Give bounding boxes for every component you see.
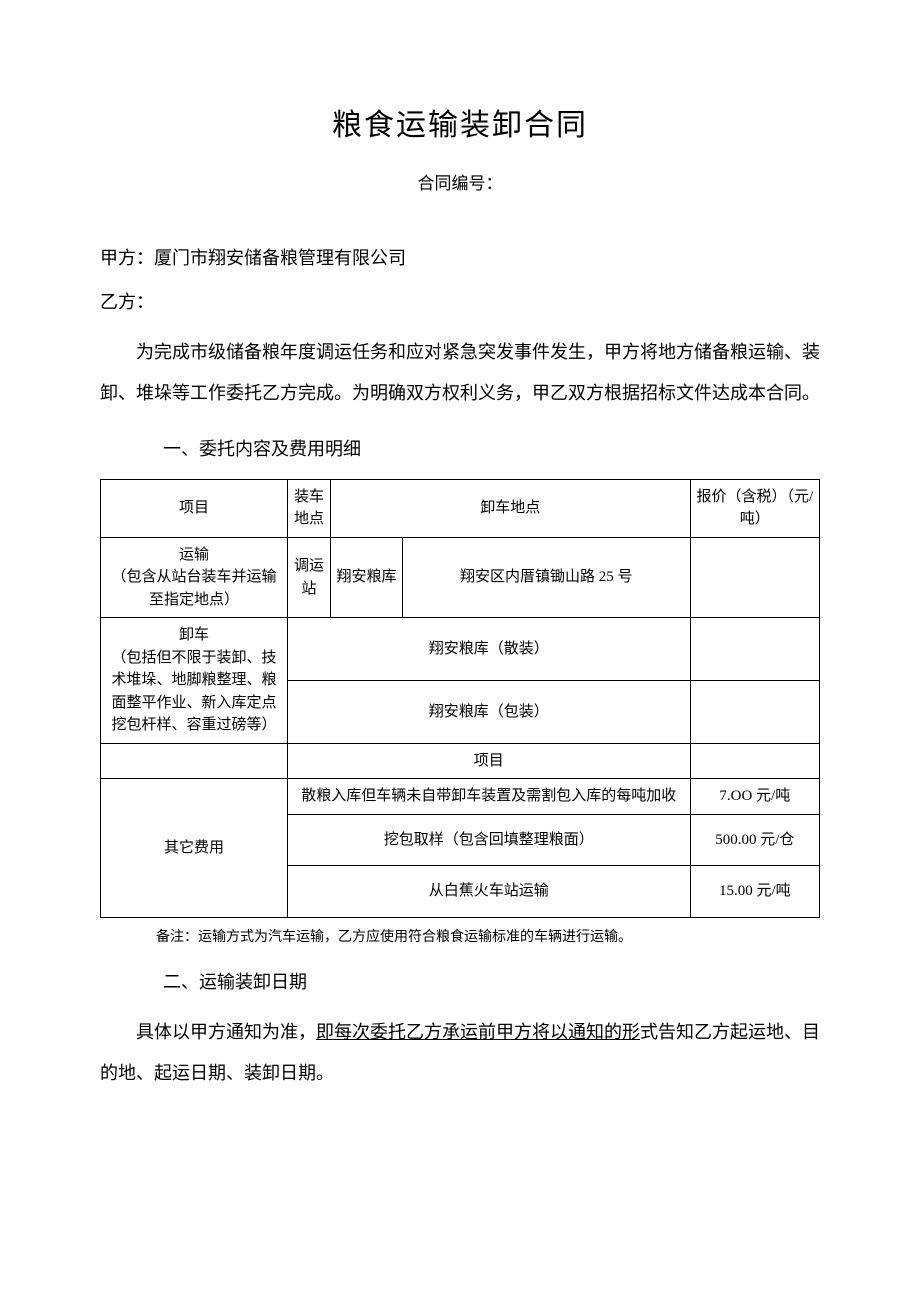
cell-transport-price [690, 537, 819, 618]
party-a: 甲方：厦门市翔安储备粮管理有限公司 [100, 244, 820, 270]
header-project: 项目 [101, 479, 288, 537]
table-row: 卸车 （包括但不限于装卸、技术堆垛、地脚粮整理、粮面整平作业、新入库定点挖包杆样… [101, 618, 820, 681]
cell-transport-loading: 调运站 [287, 537, 330, 618]
header-loading: 装车地点 [287, 479, 330, 537]
intro-paragraph: 为完成市级储备粮年度调运任务和应对紧急突发事件发生，甲方将地方储备粮运输、装卸、… [100, 332, 820, 415]
cell-unload-price-a [690, 618, 819, 681]
cell-other-item-a: 散粮入库但车辆未自带卸车装置及需割包入库的每吨加收 [287, 779, 690, 815]
header-unloading: 卸车地点 [331, 479, 691, 537]
table-row: 项目 [101, 743, 820, 779]
table-row: 其它费用 散粮入库但车辆未自带卸车装置及需割包入库的每吨加收 7.OO 元/吨 [101, 779, 820, 815]
section-2-text-a: 具体以甲方通知为准， [136, 1022, 316, 1042]
cell-sub-project-header: 项目 [287, 743, 690, 779]
cell-empty [690, 743, 819, 779]
cell-other-item-b: 挖包取样（包含回填整理粮面） [287, 814, 690, 866]
section-2-text-b: 即每次委托乙方承运前甲方将以通知的形 [316, 1022, 640, 1042]
cell-empty [101, 743, 288, 779]
cell-other-price-c: 15.00 元/吨 [690, 866, 819, 918]
section-2-heading: 二、运输装卸日期 [100, 968, 820, 994]
table-header-row: 项目 装车地点 卸车地点 报价（含税）（元/吨） [101, 479, 820, 537]
fee-table: 项目 装车地点 卸车地点 报价（含税）（元/吨） 运输 （包含从站台装车并运输至… [100, 479, 820, 918]
cell-unload-project: 卸车 （包括但不限于装卸、技术堆垛、地脚粮整理、粮面整平作业、新入库定点挖包杆样… [101, 618, 288, 744]
header-price: 报价（含税）（元/吨） [690, 479, 819, 537]
cell-other-price-b: 500.00 元/仓 [690, 814, 819, 866]
cell-unload-a: 翔安粮库（散装） [287, 618, 690, 681]
document-title: 粮食运输装卸合同 [100, 100, 820, 144]
table-note: 备注：运输方式为汽车运输，乙方应使用符合粮食运输标准的车辆进行运输。 [100, 926, 820, 946]
cell-transport-unloading-a: 翔安粮库 [331, 537, 403, 618]
cell-other-price-a: 7.OO 元/吨 [690, 779, 819, 815]
cell-other-fee-label: 其它费用 [101, 779, 288, 918]
table-row: 运输 （包含从站台装车并运输至指定地点） 调运站 翔安粮库 翔安区内厝镇锄山路 … [101, 537, 820, 618]
cell-other-item-c: 从白蕉火车站运输 [287, 866, 690, 918]
cell-unload-b: 翔安粮库（包装） [287, 681, 690, 744]
cell-transport-project: 运输 （包含从站台装车并运输至指定地点） [101, 537, 288, 618]
cell-unload-price-b [690, 681, 819, 744]
contract-number-label: 合同编号： [100, 169, 820, 194]
party-b: 乙方： [100, 288, 820, 314]
section-2-text: 具体以甲方通知为准，即每次委托乙方承运前甲方将以通知的形式告知乙方起运地、目的地… [100, 1012, 820, 1095]
section-1-heading: 一、委托内容及费用明细 [100, 435, 820, 461]
cell-transport-unloading-b: 翔安区内厝镇锄山路 25 号 [402, 537, 690, 618]
